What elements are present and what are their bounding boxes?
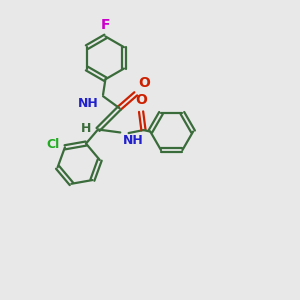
Text: O: O [135, 93, 147, 107]
Text: O: O [138, 76, 150, 90]
Text: F: F [101, 18, 110, 32]
Text: H: H [81, 122, 92, 134]
Text: NH: NH [123, 134, 143, 147]
Text: NH: NH [78, 97, 99, 110]
Text: Cl: Cl [46, 138, 60, 152]
